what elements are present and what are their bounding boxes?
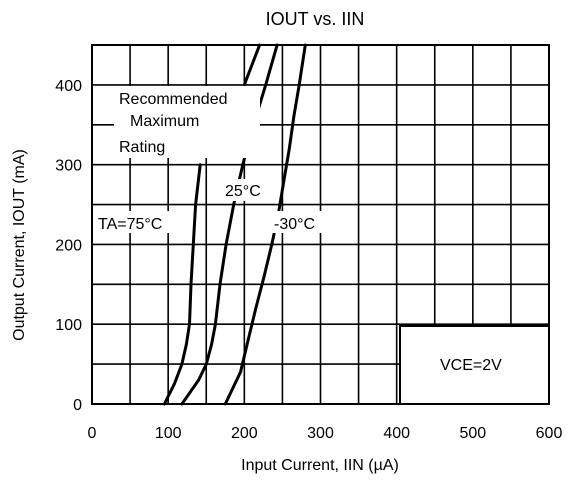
x-axis-label: Input Current, IIN (µA) bbox=[241, 457, 399, 474]
label-m30-bg bbox=[272, 211, 330, 233]
recommended-box bbox=[114, 86, 260, 158]
label-75-bg bbox=[96, 211, 180, 233]
label-m30: -30°C bbox=[274, 216, 315, 233]
ticks: 0 100 200 300 400 500 600 0 100 200 300 400 bbox=[55, 78, 562, 442]
grid bbox=[91, 44, 550, 405]
plot-frame bbox=[91, 44, 550, 405]
series-line-4 bbox=[242, 43, 262, 87]
series-line-1 bbox=[162, 163, 202, 406]
x-tick-label: 200 bbox=[231, 425, 258, 442]
recommended-line2: Maximum bbox=[130, 113, 199, 130]
y-tick-label: 0 bbox=[73, 397, 82, 414]
y-tick-label: 100 bbox=[55, 317, 82, 334]
chart-title: IOUT vs. IIN bbox=[266, 9, 365, 29]
x-tick-label: 100 bbox=[155, 425, 182, 442]
y-tick-label: 400 bbox=[55, 78, 82, 95]
x-tick-label: 0 bbox=[88, 425, 97, 442]
vce-box bbox=[399, 325, 550, 405]
vce-label: VCE=2V bbox=[440, 357, 502, 374]
y-axis-label: Output Current, IOUT (mA) bbox=[11, 149, 28, 341]
y-tick-label: 200 bbox=[55, 237, 82, 254]
recommended-line1: Recommended bbox=[119, 91, 228, 108]
label-25-bg bbox=[223, 179, 275, 201]
x-tick-label: 600 bbox=[536, 425, 563, 442]
label-ta-75: TA=75°C bbox=[98, 216, 162, 233]
label-25: 25°C bbox=[225, 183, 261, 200]
recommended-line3: Rating bbox=[119, 139, 165, 156]
y-tick-label: 300 bbox=[55, 158, 82, 175]
x-tick-label: 500 bbox=[459, 425, 486, 442]
x-tick-label: 400 bbox=[383, 425, 410, 442]
x-tick-label: 300 bbox=[307, 425, 334, 442]
